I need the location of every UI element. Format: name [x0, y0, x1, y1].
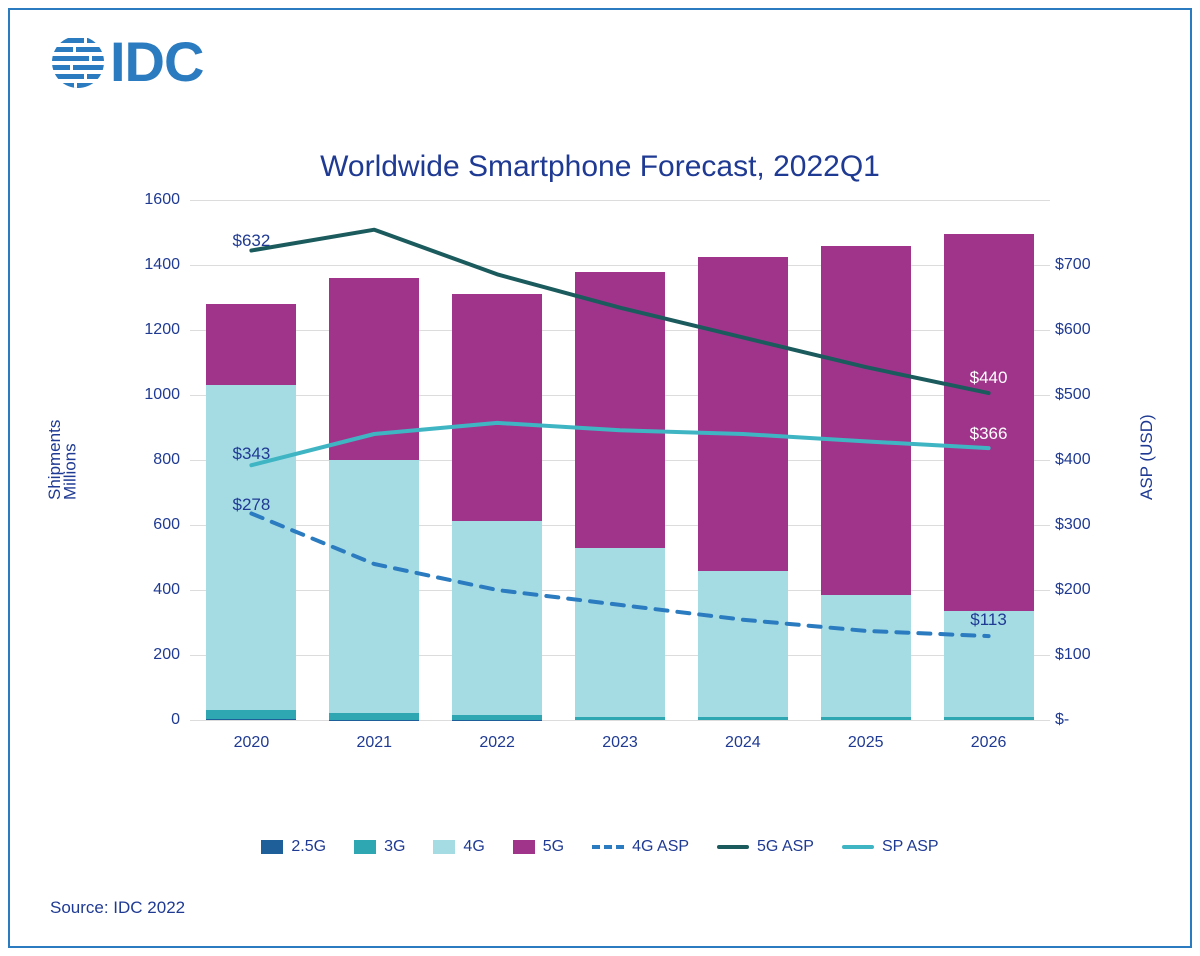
- legend-label: 4G: [463, 838, 484, 856]
- data-callout: $366: [970, 424, 1008, 444]
- chart-title: Worldwide Smartphone Forecast, 2022Q1: [10, 150, 1190, 184]
- legend-item-g5: 5G: [513, 838, 564, 856]
- y1-tick-label: 400: [130, 581, 180, 599]
- data-callout: $113: [970, 610, 1007, 630]
- y1-tick-label: 1200: [130, 321, 180, 339]
- line-asp5g: [251, 230, 988, 393]
- x-tick-label: 2021: [356, 734, 392, 752]
- legend-marker: [433, 840, 455, 854]
- y1-tick-label: 0: [130, 711, 180, 729]
- y2-tick-label: $200: [1055, 581, 1105, 599]
- chart-frame: IDC Worldwide Smartphone Forecast, 2022Q…: [8, 8, 1192, 948]
- x-tick-label: 2022: [479, 734, 515, 752]
- gridline: [190, 720, 1050, 721]
- idc-logo-text: IDC: [110, 34, 203, 90]
- x-tick-label: 2020: [234, 734, 270, 752]
- legend-label: 2.5G: [291, 838, 326, 856]
- y1-tick-label: 1400: [130, 256, 180, 274]
- legend-label: SP ASP: [882, 838, 939, 856]
- data-callout: $632: [233, 231, 271, 251]
- chart-area: Shipments Millions ASP (USD) 0$-200$1004…: [100, 200, 1110, 780]
- legend-marker: [717, 845, 749, 849]
- legend-item-g4: 4G: [433, 838, 484, 856]
- legend-label: 5G: [543, 838, 564, 856]
- y1-tick-label: 800: [130, 451, 180, 469]
- y2-tick-label: $600: [1055, 321, 1105, 339]
- legend: 2.5G 3G 4G 5G 4G ASP 5G ASP SP ASP: [10, 838, 1190, 856]
- legend-marker: [261, 840, 283, 854]
- lines-overlay: [190, 200, 1050, 720]
- plot-region: 0$-200$100400$200600$300800$4001000$5001…: [190, 200, 1050, 720]
- idc-logo: IDC: [50, 34, 203, 90]
- y1-tick-label: 1600: [130, 191, 180, 209]
- y2-tick-label: $500: [1055, 386, 1105, 404]
- x-tick-label: 2023: [602, 734, 638, 752]
- y1-tick-label: 1000: [130, 386, 180, 404]
- legend-marker: [842, 845, 874, 849]
- x-tick-label: 2024: [725, 734, 761, 752]
- y2-tick-label: $700: [1055, 256, 1105, 274]
- y1-tick-label: 600: [130, 516, 180, 534]
- y2-tick-label: $-: [1055, 711, 1105, 729]
- y2-tick-label: $400: [1055, 451, 1105, 469]
- legend-marker: [513, 840, 535, 854]
- legend-marker: [354, 840, 376, 854]
- data-callout: $343: [233, 444, 271, 464]
- legend-item-g25: 2.5G: [261, 838, 326, 856]
- line-aspsp: [251, 423, 988, 465]
- legend-item-asp4g: 4G ASP: [592, 838, 689, 856]
- y1-tick-label: 200: [130, 646, 180, 664]
- legend-marker: [592, 845, 624, 849]
- legend-item-g3: 3G: [354, 838, 405, 856]
- y2-axis-label: ASP (USD): [1137, 414, 1157, 500]
- x-tick-label: 2025: [848, 734, 884, 752]
- data-callout: $278: [233, 495, 271, 515]
- legend-label: 3G: [384, 838, 405, 856]
- legend-item-aspsp: SP ASP: [842, 838, 939, 856]
- idc-globe-icon: [50, 34, 106, 90]
- line-asp4g: [251, 514, 988, 637]
- x-tick-label: 2026: [971, 734, 1007, 752]
- legend-item-asp5g: 5G ASP: [717, 838, 814, 856]
- legend-label: 4G ASP: [632, 838, 689, 856]
- y-axis-inner-label: Millions: [60, 443, 80, 500]
- y2-tick-label: $300: [1055, 516, 1105, 534]
- data-callout: $440: [970, 368, 1008, 388]
- source-attribution: Source: IDC 2022: [50, 898, 185, 918]
- y2-tick-label: $100: [1055, 646, 1105, 664]
- legend-label: 5G ASP: [757, 838, 814, 856]
